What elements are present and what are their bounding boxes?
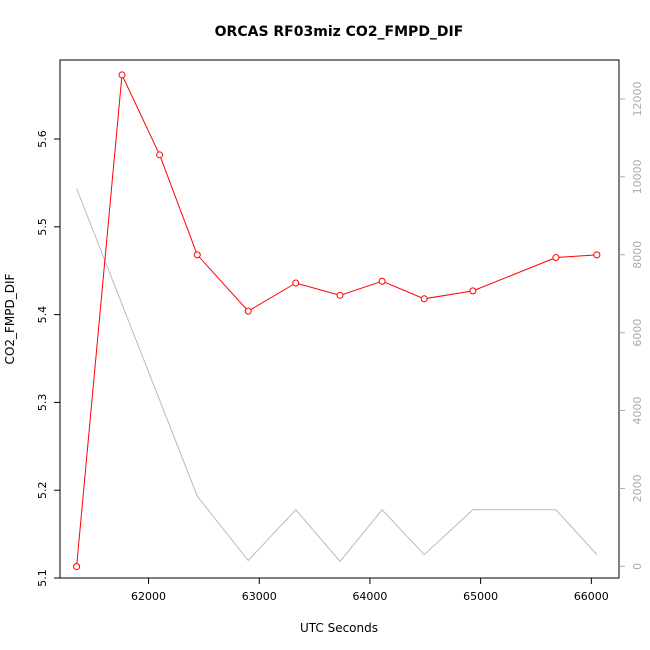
y2-tick-label: 12000 xyxy=(631,81,644,116)
x-tick-label: 64000 xyxy=(352,590,387,603)
data-point xyxy=(593,251,601,259)
series-layer xyxy=(73,71,601,571)
y-tick-label: 5.2 xyxy=(36,481,49,499)
data-point xyxy=(118,71,126,79)
data-point xyxy=(420,295,428,303)
y2-tick-label: 4000 xyxy=(631,397,644,425)
y2-tick-label: 10000 xyxy=(631,159,644,194)
data-point xyxy=(244,307,252,315)
data-point xyxy=(73,563,81,571)
y2-tick-label: 8000 xyxy=(631,241,644,269)
y-tick-label: 5.3 xyxy=(36,394,49,412)
x-tick-label: 62000 xyxy=(131,590,166,603)
series-line-right xyxy=(76,188,598,563)
data-point xyxy=(336,291,344,299)
y-axis-right: 0 2000 4000 6000 8000 10000 12000 xyxy=(619,81,644,570)
data-point xyxy=(292,279,300,287)
series-line-left xyxy=(76,73,597,567)
x-axis-label: UTC Seconds xyxy=(300,621,378,635)
y2-tick-label: 6000 xyxy=(631,319,644,347)
y2-tick-label: 0 xyxy=(631,563,644,570)
plot-frame xyxy=(59,59,620,579)
data-point xyxy=(156,151,164,159)
data-point xyxy=(552,254,560,262)
y-axis-left: 5.1 5.2 5.3 5.4 5.5 5.6 xyxy=(36,130,60,587)
data-point xyxy=(193,251,201,259)
x-tick-label: 63000 xyxy=(242,590,277,603)
chart-title: ORCAS RF03miz CO2_FMPD_DIF xyxy=(215,24,464,40)
y-tick-label: 5.5 xyxy=(36,218,49,236)
y-tick-label: 5.6 xyxy=(36,130,49,148)
y2-tick-label: 2000 xyxy=(631,474,644,502)
x-tick-label: 66000 xyxy=(574,590,609,603)
y-axis-label: CO2_FMPD_DIF xyxy=(3,273,17,364)
y-tick-label: 5.4 xyxy=(36,306,49,324)
data-point xyxy=(378,277,386,285)
data-point xyxy=(469,287,477,295)
x-axis: 62000 63000 64000 65000 66000 xyxy=(131,578,609,603)
x-tick-label: 65000 xyxy=(463,590,498,603)
y-tick-label: 5.1 xyxy=(36,569,49,587)
